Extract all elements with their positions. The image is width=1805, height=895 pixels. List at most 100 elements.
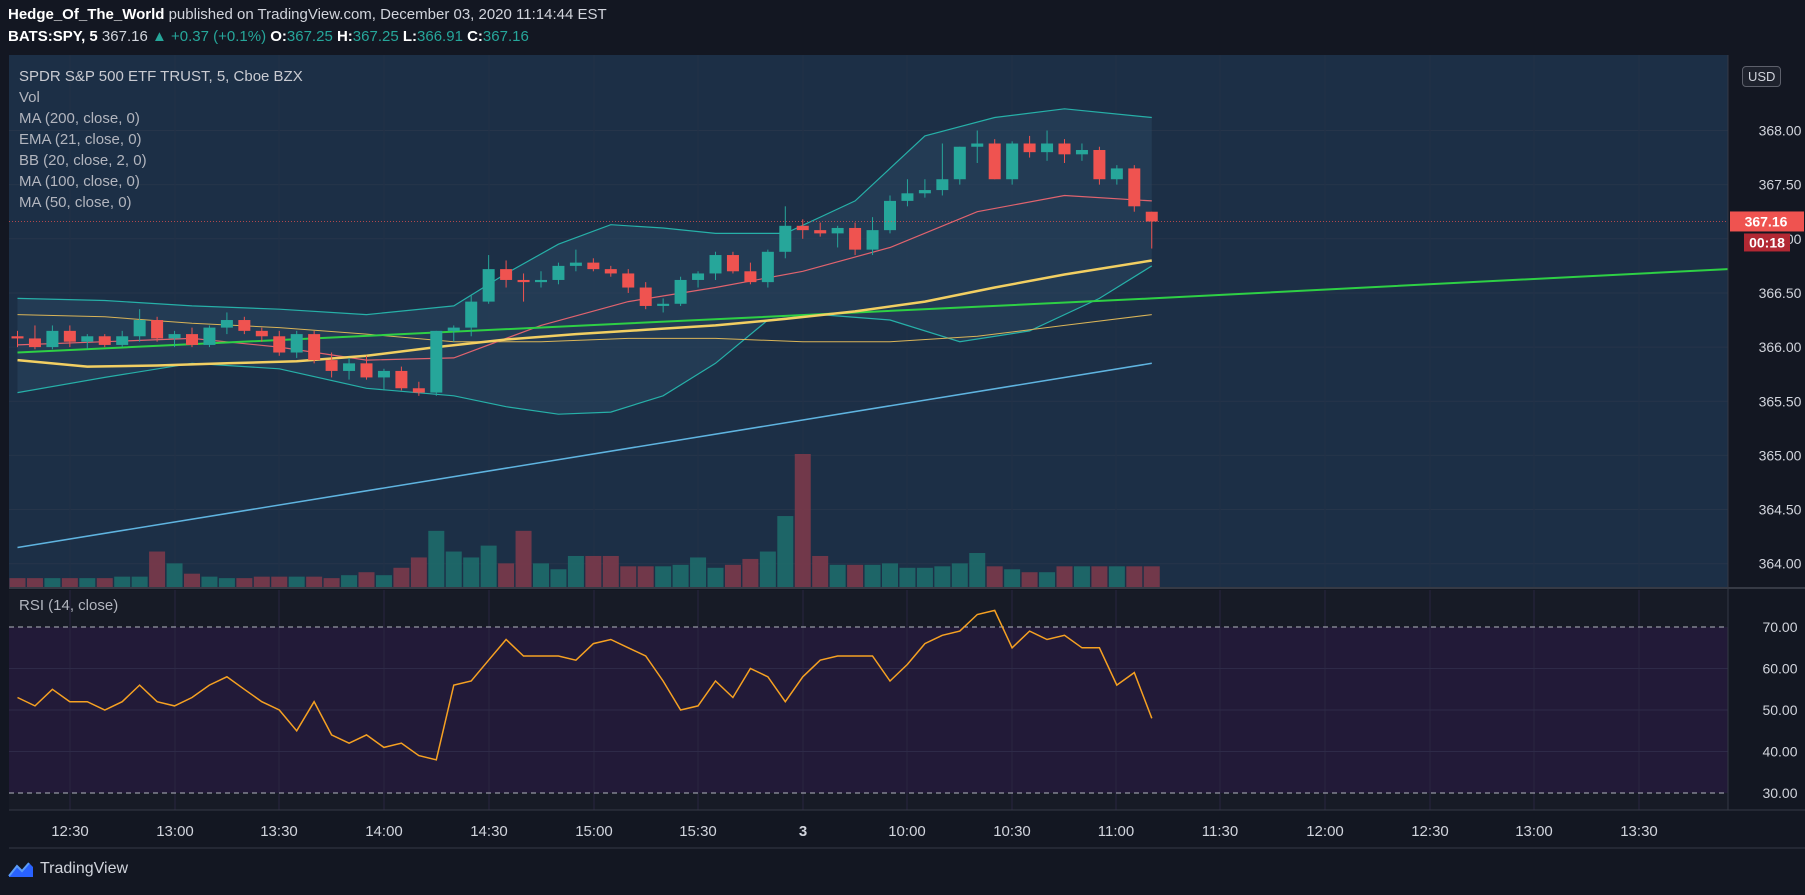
price-tick-label: 364.00 [1759,556,1802,572]
branding[interactable]: TradingView [8,860,128,878]
symbol-name[interactable]: BATS:SPY, 5 [8,28,98,45]
volume-bar [829,564,846,587]
legend-ma200[interactable]: MA (200, close, 0) [19,110,140,127]
candle-body [761,251,774,283]
rsi-line [17,609,1153,761]
volume-bar [96,578,113,587]
candle-body [552,265,565,280]
volume-bar [236,578,253,587]
volume-bar [184,573,200,587]
volume-bar [794,454,811,587]
bb-basis-line [17,314,1152,343]
candle-body [587,262,600,270]
candle-body [273,336,286,353]
volume-bar [1108,566,1125,587]
candle-body [622,273,635,288]
volume-bar [550,569,567,587]
time-tick-label: 13:30 [260,823,298,840]
last-price-tag-label: 367.16 [1745,213,1788,229]
volume-bar [864,564,881,587]
time-tick-label: 13:00 [1515,823,1553,840]
volume-bar [1073,566,1090,587]
volume-bar [533,563,549,587]
rsi-tick-label: 70.00 [1762,619,1797,635]
volume-bar [585,555,602,587]
volume-bar [1091,566,1108,587]
rsi-legend[interactable]: RSI (14, close) [19,597,119,614]
time-tick-label: 13:30 [1620,823,1658,840]
candle-body [1075,149,1088,155]
volume-bar [306,576,323,587]
candle-body [465,301,478,328]
candle-body [884,200,896,231]
time-tick-label: 3 [799,823,807,840]
candle-body [308,334,321,361]
candle-body [1041,143,1054,153]
candle-body [395,370,408,389]
legend-bb[interactable]: BB (20, close, 2, 0) [19,152,147,169]
price-tick-label: 367.50 [1759,177,1802,193]
volume-bar [1039,572,1056,587]
candle-body [779,225,792,252]
volume-bar [166,563,183,587]
publication-info: published on TradingView.com, December 0… [168,6,607,23]
volume-bar [916,567,933,587]
candle-body [1145,211,1158,222]
candle-body [81,336,94,342]
legend-ma50[interactable]: MA (50, close, 0) [19,194,132,211]
author-name[interactable]: Hedge_Of_The_World [8,6,165,23]
legend-ma100[interactable]: MA (100, close, 0) [19,173,140,190]
volume-bar [620,566,637,587]
volume-bar [131,576,148,587]
candle-body [255,330,268,337]
volume-bar [742,558,759,587]
legend-ema21[interactable]: EMA (21, close, 0) [19,131,142,148]
candle-body [517,279,530,283]
close-label: C: [467,28,483,45]
branding-text: TradingView [40,860,129,877]
volume-bar [201,576,218,587]
bb-upper-line [17,108,1152,316]
volume-bar [26,578,43,587]
tradingview-logo-icon [8,862,33,877]
last-price-tag [1730,211,1804,232]
volume-bar [341,575,358,587]
volume-bar [1126,566,1143,587]
candle-body [168,334,181,339]
volume-bar [969,553,986,587]
legend-title[interactable]: SPDR S&P 500 ETF TRUST, 5, Cboe BZX [19,68,303,85]
volume-bar [288,576,305,587]
rsi-tick-label: 30.00 [1762,785,1797,801]
volume-bar [934,566,951,587]
candle-body [1058,143,1071,155]
price-tick-label: 366.50 [1759,285,1802,301]
time-tick-label: 12:30 [1411,823,1449,840]
legend-volume[interactable]: Vol [19,89,40,106]
volume-bar [480,545,497,587]
price-tick-label: 364.50 [1759,502,1802,518]
candle-body [971,143,984,147]
volume-bar [44,578,61,587]
candle-body [918,190,931,194]
open-label: O: [270,28,287,45]
countdown-tag [1744,233,1790,252]
volume-bar [463,557,480,587]
rsi-tick-label: 60.00 [1762,661,1797,677]
candle-body [535,279,547,283]
volume-bar [410,557,427,587]
currency-button[interactable]: USD [1742,66,1782,87]
candle-body [63,330,76,342]
volume-bar [637,566,654,587]
volume-bar [672,564,689,587]
volume-bar [218,578,235,587]
volume-bar [812,555,829,587]
candle-body [325,360,338,371]
countdown-tag-label: 00:18 [1749,234,1785,250]
volume-bar [724,564,741,587]
candle-body [238,320,251,331]
time-tick-label: 11:30 [1202,823,1238,840]
volume-bar [602,555,619,587]
volume-bar [393,567,410,587]
volume-bar [515,530,532,587]
